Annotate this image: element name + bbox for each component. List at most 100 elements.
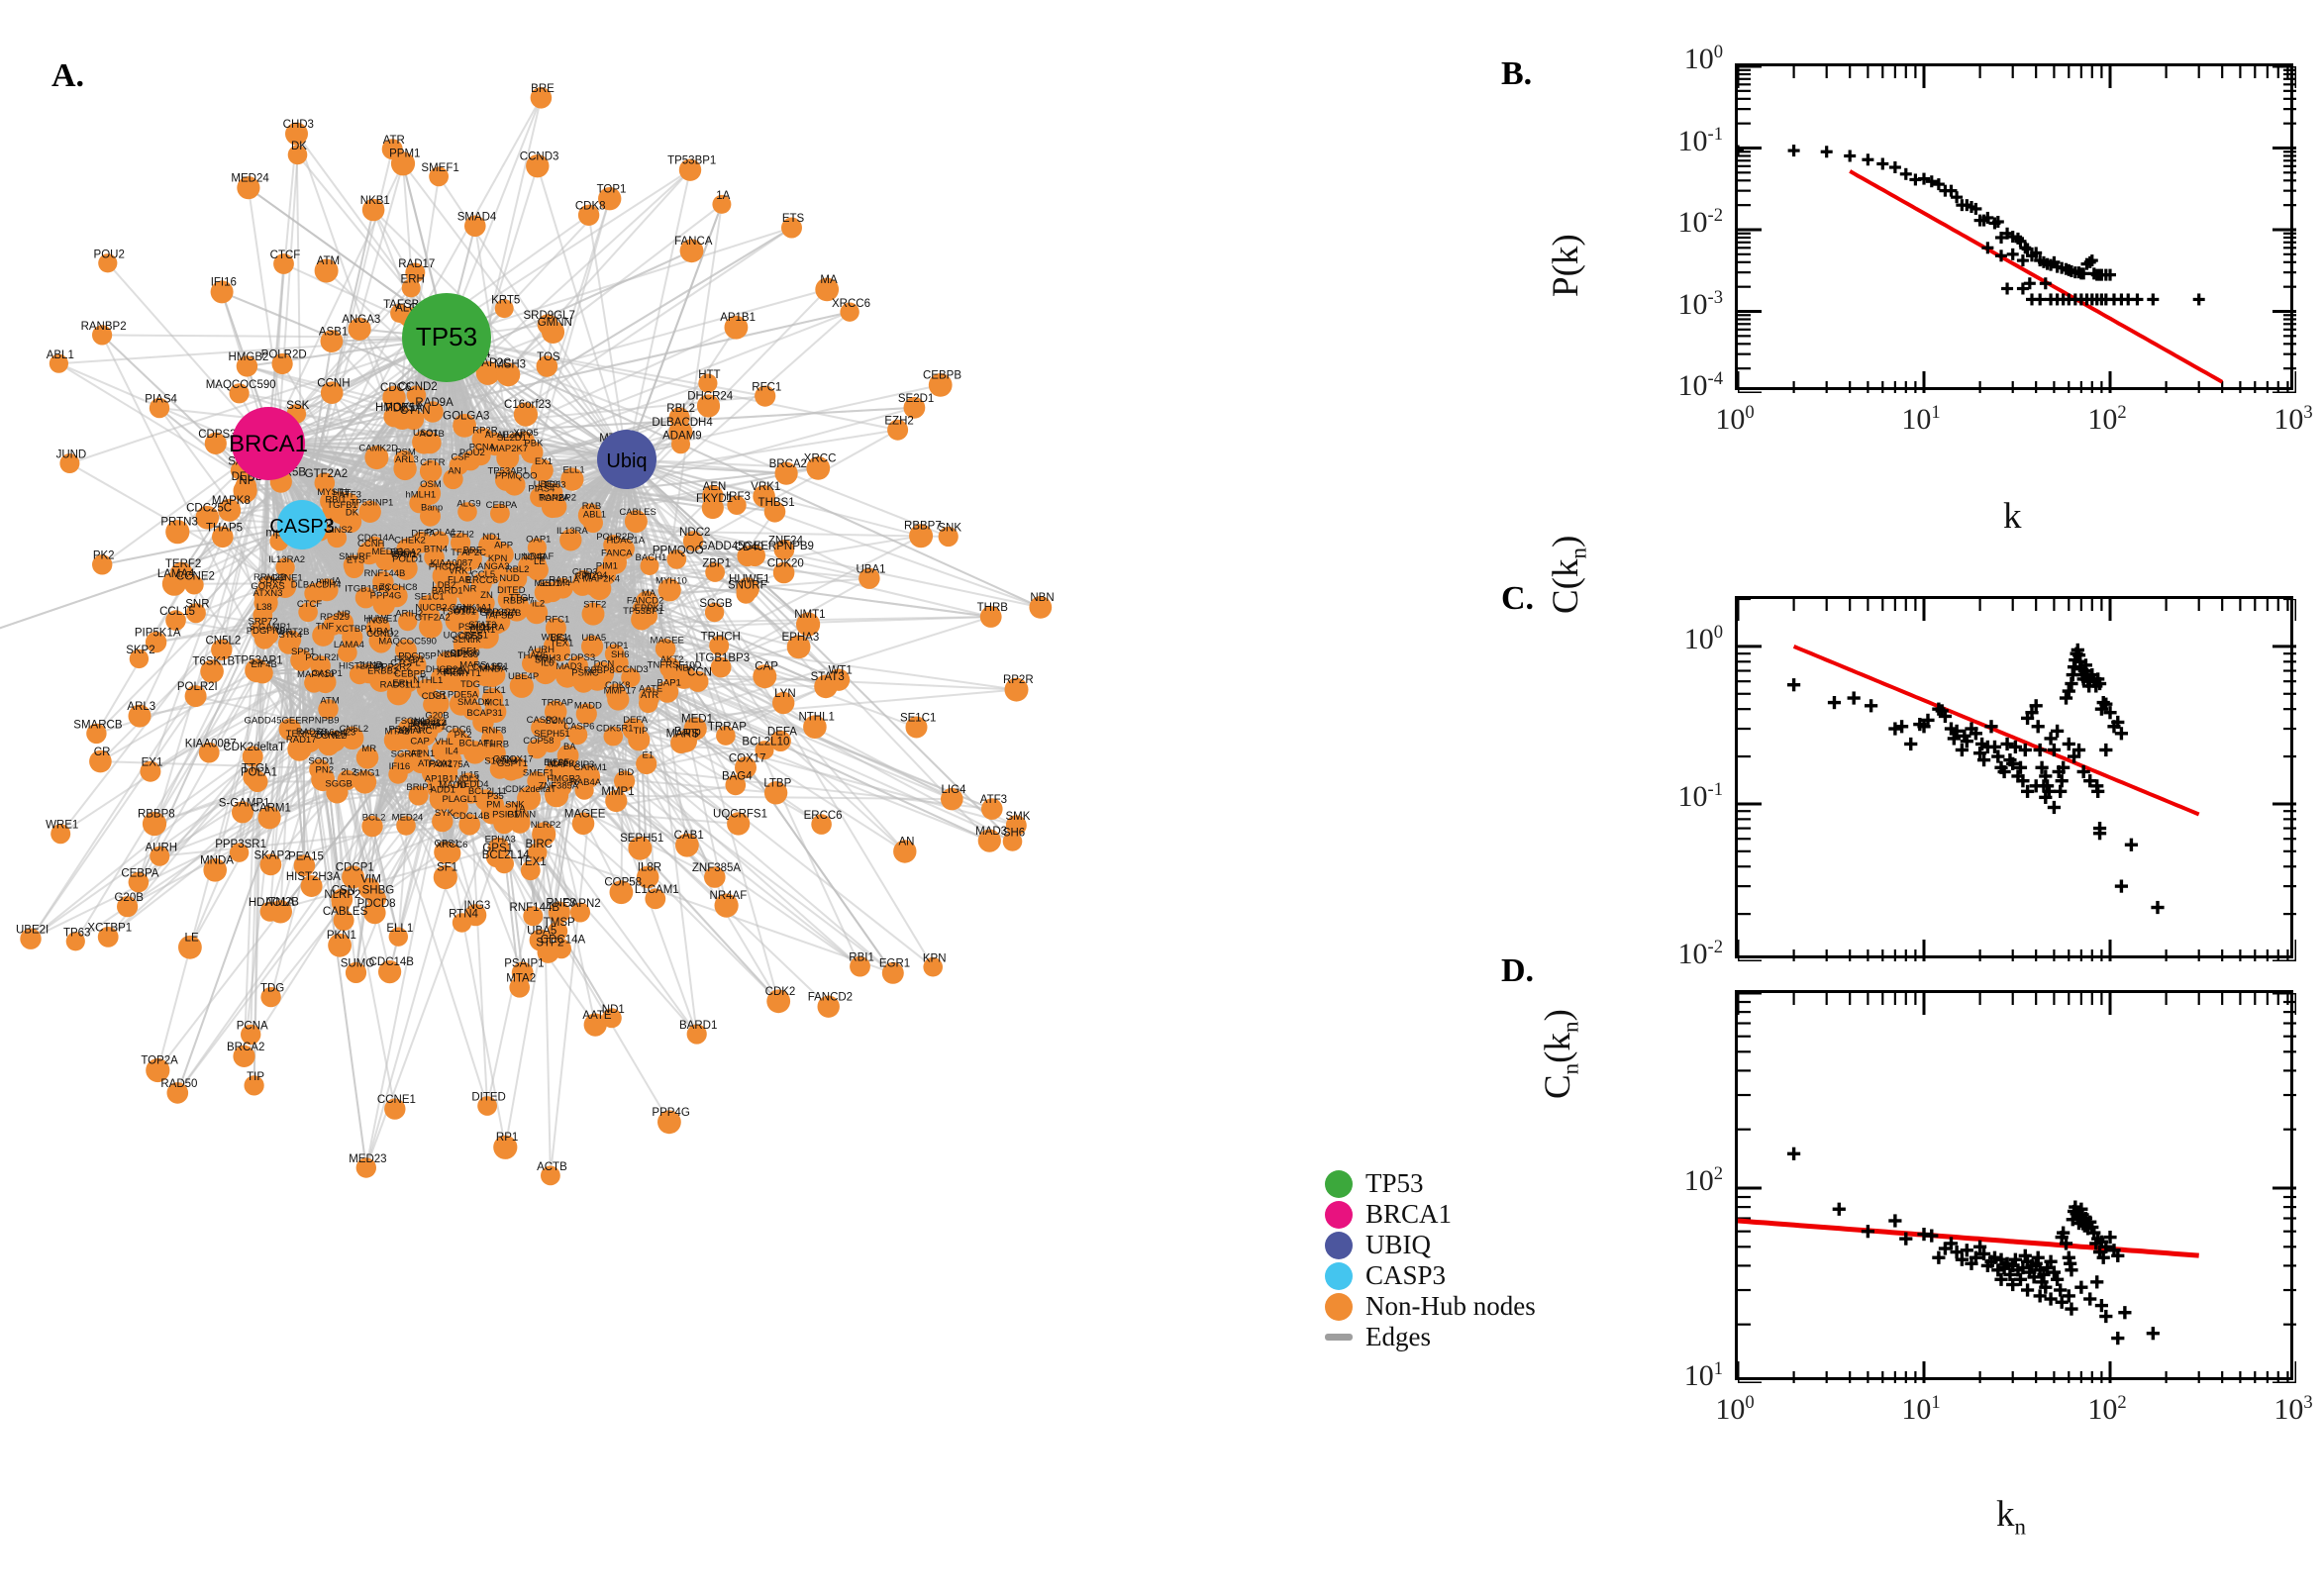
network-node[interactable] <box>449 455 469 475</box>
network-node[interactable] <box>178 935 202 959</box>
network-node[interactable] <box>811 814 832 835</box>
network-node[interactable] <box>430 531 450 550</box>
network-node[interactable] <box>233 1045 255 1067</box>
network-node[interactable] <box>544 700 567 724</box>
network-node[interactable] <box>386 682 411 706</box>
network-node[interactable] <box>285 122 308 146</box>
network-node[interactable] <box>518 554 540 576</box>
network-node[interactable] <box>509 673 534 698</box>
network-node[interactable] <box>89 749 112 773</box>
network-node[interactable] <box>417 481 442 506</box>
network-node[interactable] <box>533 659 558 685</box>
network-node[interactable] <box>259 853 282 876</box>
network-node[interactable] <box>210 280 234 304</box>
network-node[interactable] <box>49 353 68 373</box>
network-node[interactable] <box>300 875 323 897</box>
network-node[interactable] <box>431 582 454 605</box>
network-node[interactable] <box>526 154 550 178</box>
network-node[interactable] <box>304 583 325 604</box>
network-node[interactable] <box>86 723 107 745</box>
network-node[interactable] <box>432 810 454 833</box>
network-node[interactable] <box>608 652 629 673</box>
network-node[interactable] <box>753 664 777 689</box>
network-node[interactable] <box>639 693 658 714</box>
network-node[interactable] <box>344 558 364 578</box>
network-node[interactable] <box>331 893 352 913</box>
network-node[interactable] <box>233 478 257 503</box>
network-node[interactable] <box>709 636 730 656</box>
network-node[interactable] <box>449 578 468 598</box>
network-node[interactable] <box>421 760 446 785</box>
network-node[interactable] <box>670 732 692 754</box>
network-node[interactable] <box>354 587 377 609</box>
network-node[interactable] <box>406 385 427 405</box>
network-node[interactable] <box>364 446 389 470</box>
network-node[interactable] <box>541 1165 560 1186</box>
network-node[interactable] <box>211 639 233 660</box>
network-node[interactable] <box>496 447 520 470</box>
network-node[interactable] <box>716 726 736 746</box>
network-node[interactable] <box>345 961 367 984</box>
network-node[interactable] <box>696 394 721 418</box>
network-node[interactable] <box>477 1096 497 1116</box>
network-node[interactable] <box>457 634 480 656</box>
network-node[interactable] <box>530 458 554 482</box>
network-node[interactable] <box>772 561 795 584</box>
network-node[interactable] <box>451 533 471 553</box>
network-node[interactable] <box>548 761 568 782</box>
network-node[interactable] <box>433 864 457 890</box>
network-node[interactable] <box>98 253 118 273</box>
network-node[interactable] <box>686 1024 707 1045</box>
network-node[interactable] <box>117 896 139 918</box>
hub-node-tp53[interactable]: TP53 <box>402 293 491 382</box>
network-node[interactable] <box>59 453 80 473</box>
network-node[interactable] <box>385 584 408 608</box>
network-node[interactable] <box>666 549 687 569</box>
network-node[interactable] <box>527 538 548 557</box>
network-node[interactable] <box>546 718 569 742</box>
network-node[interactable] <box>628 836 653 860</box>
network-node[interactable] <box>724 315 749 340</box>
network-node[interactable] <box>423 694 443 715</box>
network-node[interactable] <box>320 381 344 405</box>
network-node[interactable] <box>457 502 477 522</box>
network-node[interactable] <box>198 742 220 763</box>
network-node[interactable] <box>464 215 486 238</box>
network-node[interactable] <box>128 704 152 728</box>
network-node[interactable] <box>314 671 337 694</box>
network-node[interactable] <box>766 989 791 1014</box>
network-node[interactable] <box>772 691 795 715</box>
network-node[interactable] <box>470 572 492 594</box>
network-node[interactable] <box>503 473 526 496</box>
network-node[interactable] <box>675 833 699 857</box>
network-node[interactable] <box>496 362 521 387</box>
network-node[interactable] <box>408 785 429 806</box>
network-node[interactable] <box>527 771 548 791</box>
network-node[interactable] <box>655 639 676 659</box>
network-node[interactable] <box>928 373 953 397</box>
network-node[interactable] <box>556 745 579 766</box>
network-node[interactable] <box>429 787 454 811</box>
network-node[interactable] <box>203 858 227 882</box>
network-node[interactable] <box>218 498 242 522</box>
network-node[interactable] <box>314 472 336 494</box>
network-node[interactable] <box>491 757 512 777</box>
network-node[interactable] <box>411 531 433 553</box>
network-node[interactable] <box>905 716 928 739</box>
network-node[interactable] <box>774 461 798 485</box>
network-node[interactable] <box>581 635 604 658</box>
network-node[interactable] <box>449 652 471 674</box>
network-node[interactable] <box>166 1082 189 1104</box>
network-node[interactable] <box>1002 832 1023 851</box>
network-node[interactable] <box>755 741 774 760</box>
network-node[interactable] <box>368 629 392 652</box>
network-node[interactable] <box>755 385 776 407</box>
network-node[interactable] <box>92 554 113 575</box>
network-node[interactable] <box>440 843 461 864</box>
network-node[interactable] <box>736 577 759 601</box>
network-node[interactable] <box>840 302 859 322</box>
network-node[interactable] <box>355 747 379 769</box>
network-node[interactable] <box>150 846 170 866</box>
network-node[interactable] <box>603 726 624 747</box>
network-node[interactable] <box>422 401 444 423</box>
